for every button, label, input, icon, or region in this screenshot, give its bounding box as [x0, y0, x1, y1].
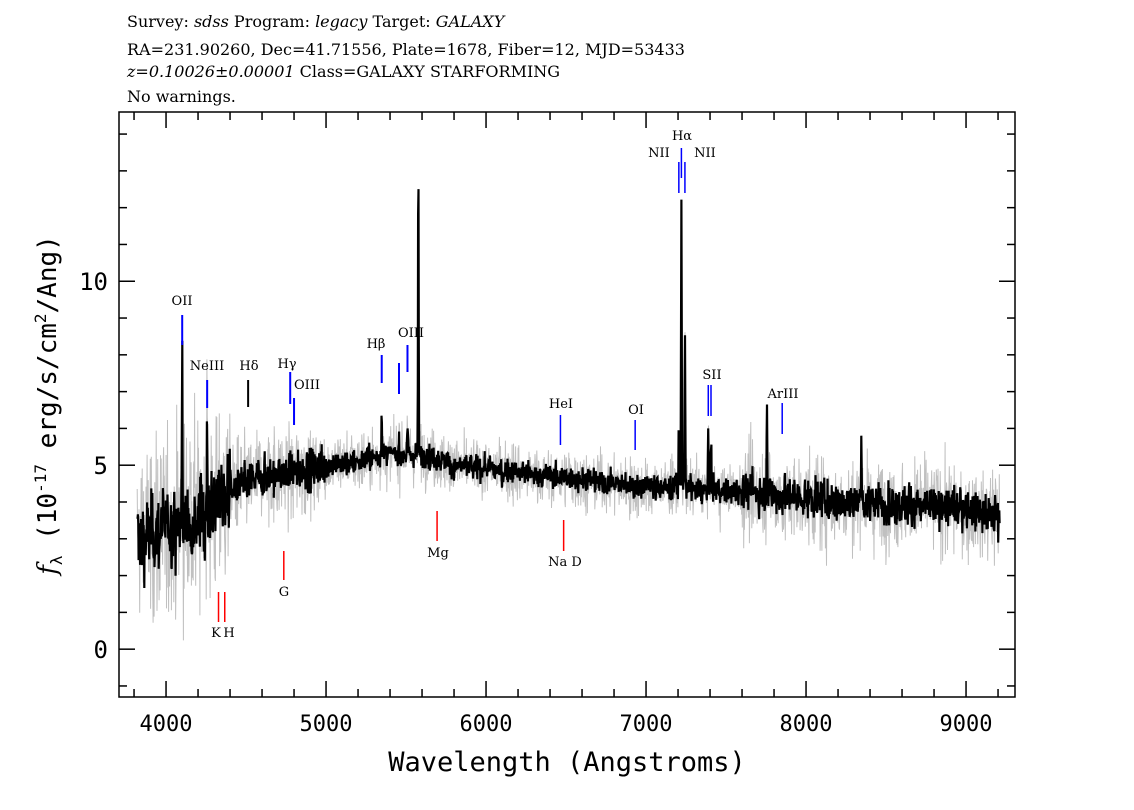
svg-text:fλ (10-17 erg/s/cm2/Ang): fλ (10-17 erg/s/cm2/Ang) — [31, 235, 66, 577]
x-tick-label: 8000 — [780, 712, 833, 737]
y-tick-label: 5 — [94, 452, 108, 480]
line-label: HeI — [549, 397, 573, 412]
line-label: OI — [628, 403, 644, 418]
line-label: Hδ — [239, 359, 258, 374]
x-axis-label: Wavelength (Angstroms) — [388, 747, 746, 778]
target-label: Target: — [372, 12, 431, 31]
target-value: GALAXY — [435, 12, 505, 31]
x-tick-label: 9000 — [940, 712, 993, 737]
survey-label: Survey: — [127, 12, 189, 31]
y-axis-label: fλ (10-17 erg/s/cm2/Ang) — [31, 235, 66, 577]
line-label: OIII — [294, 378, 320, 393]
raw-flux-line — [136, 197, 1001, 641]
line-label: K — [211, 626, 221, 641]
header-line-3: z=0.10026±0.00001 Class=GALAXY STARFORMI… — [127, 62, 560, 82]
header-warnings: No warnings. — [127, 87, 236, 106]
line-label: NII — [694, 146, 716, 161]
program-value: legacy — [315, 12, 368, 31]
line-label: OII — [172, 294, 193, 309]
survey-value: sdss — [193, 12, 229, 31]
line-label: Hβ — [367, 337, 386, 352]
smoothed-flux-line — [136, 189, 1001, 589]
program-label: Program: — [233, 12, 310, 31]
y-tick-label: 0 — [94, 636, 108, 664]
line-label: Na D — [548, 555, 582, 570]
plot-frame — [118, 111, 1016, 698]
line-label: SII — [702, 368, 721, 383]
header-line-2: RA=231.90260, Dec=41.71556, Plate=1678, … — [127, 40, 685, 59]
x-tick-label: 5000 — [300, 712, 353, 737]
line-label: Hα — [672, 129, 692, 144]
line-label: NeIII — [190, 359, 224, 374]
x-tick-label: 7000 — [620, 712, 673, 737]
line-label: NII — [648, 146, 670, 161]
line-label: ArIII — [766, 387, 798, 402]
line-label: OIII — [398, 326, 424, 341]
line-label: Mg — [427, 546, 449, 561]
line-label: H — [223, 626, 234, 641]
x-tick-label: 4000 — [140, 712, 193, 737]
redshift-value: z=0.10026±0.00001 — [127, 62, 295, 81]
line-label: Hγ — [277, 357, 296, 372]
line-label: G — [279, 585, 289, 600]
x-tick-label: 6000 — [460, 712, 513, 737]
class-value: Class=GALAXY STARFORMING — [299, 62, 561, 81]
y-tick-label: 10 — [79, 268, 108, 296]
header-line-1: Survey: sdss Program: legacy Target: GAL… — [127, 12, 504, 32]
